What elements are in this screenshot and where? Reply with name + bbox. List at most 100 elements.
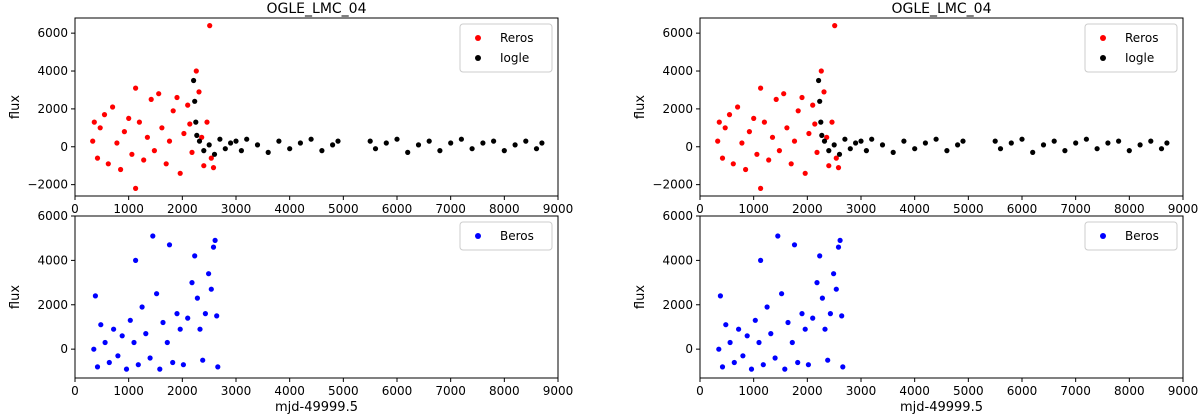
point-reros: [94, 155, 101, 161]
point-iogle: [194, 132, 200, 138]
point-reros: [207, 23, 213, 29]
point-beros: [727, 339, 733, 346]
point-beros: [174, 311, 180, 317]
point-beros: [106, 359, 112, 366]
point-reros: [156, 91, 162, 97]
x-tick-label: 5000: [328, 202, 359, 216]
point-iogle: [1040, 142, 1047, 148]
point-reros: [761, 119, 768, 125]
point-beros: [775, 233, 781, 239]
point-reros: [189, 149, 195, 155]
point-reros: [174, 94, 180, 101]
point-reros: [185, 102, 191, 108]
point-reros: [751, 115, 757, 121]
point-beros: [791, 242, 798, 248]
point-reros: [101, 112, 108, 118]
point-reros: [795, 108, 801, 114]
legend: Reros Iogle: [459, 23, 553, 73]
point-reros: [730, 161, 736, 167]
point-reros: [773, 96, 779, 102]
point-iogle: [233, 138, 239, 144]
x-tick-label: 0: [696, 202, 704, 216]
point-beros: [785, 319, 791, 326]
point-reros: [129, 151, 135, 157]
legend: Beros: [1084, 221, 1178, 251]
point-beros: [139, 304, 145, 310]
chart-title: OGLE_LMC_04: [267, 1, 367, 17]
point-iogle: [265, 149, 271, 155]
legend-marker-iogle: [475, 55, 481, 61]
point-beros: [799, 311, 805, 317]
point-beros: [214, 313, 220, 319]
legend-entry-iogle: Iogle: [500, 51, 529, 65]
x-tick-label: 7000: [435, 202, 466, 216]
legend-entry-beros: Beros: [500, 229, 534, 243]
point-beros: [772, 355, 778, 361]
x-tick-label: 9000: [1168, 202, 1199, 216]
point-reros: [110, 104, 116, 110]
legend-marker-iogle: [1100, 55, 1106, 61]
x-tick-label: 3000: [221, 384, 252, 398]
chart-title: OGLE_LMC_04: [892, 1, 992, 17]
x-tick-label: 6000: [1007, 384, 1038, 398]
point-reros: [136, 119, 142, 125]
point-beros: [835, 244, 842, 250]
y-tick-label: 4000: [662, 64, 693, 78]
point-iogle: [817, 98, 823, 104]
point-beros: [143, 331, 149, 337]
point-iogle: [217, 136, 223, 142]
point-iogle: [933, 136, 939, 142]
point-iogle: [831, 142, 837, 148]
point-iogle: [1008, 140, 1014, 146]
point-iogle: [480, 140, 486, 146]
point-reros: [121, 129, 127, 135]
x-tick-label: 0: [71, 384, 79, 398]
point-iogle: [863, 148, 870, 154]
x-tick-label: 2000: [792, 202, 823, 216]
point-iogle: [1116, 138, 1122, 144]
legend-marker-beros: [1100, 233, 1106, 239]
x-tick-label: 6000: [1007, 202, 1038, 216]
point-iogle: [383, 140, 389, 146]
legend-frame: [459, 23, 553, 73]
point-iogle: [1051, 138, 1057, 144]
point-reros: [181, 130, 187, 137]
x-tick-label: 1000: [113, 202, 144, 216]
point-reros: [166, 138, 173, 144]
point-beros: [150, 233, 156, 239]
point-beros: [194, 295, 200, 301]
point-iogle: [1105, 140, 1111, 146]
point-beros: [717, 293, 724, 299]
point-beros: [133, 257, 139, 263]
y-tick-label: 4000: [662, 253, 693, 267]
x-tick-label: 6000: [382, 384, 413, 398]
point-beros: [756, 339, 762, 346]
point-beros: [94, 364, 101, 370]
point-iogle: [997, 146, 1004, 152]
point-iogle: [912, 146, 918, 152]
point-iogle: [819, 132, 825, 138]
point-iogle: [1137, 142, 1143, 148]
point-reros: [799, 94, 805, 101]
panel-top-right: 0 1000 2000 3000 4000 5000 6000 7000 8000 9000 −20…: [633, 1, 1198, 233]
y-tick-label: 4000: [37, 253, 68, 267]
point-beros: [805, 362, 812, 368]
x-tick-label: 7000: [1060, 384, 1091, 398]
point-beros: [206, 271, 212, 277]
x-tick-label: 9000: [543, 202, 574, 216]
x-tick-label: 4000: [899, 202, 930, 216]
legend-marker-reros: [1100, 35, 1106, 41]
y-tick-label: 0: [685, 342, 693, 356]
x-tick-label: 9000: [543, 384, 574, 398]
point-reros: [163, 161, 169, 167]
point-beros: [111, 326, 117, 332]
x-tick-label: 0: [71, 202, 79, 216]
x-tick-label: 4000: [274, 384, 305, 398]
point-beros: [748, 366, 755, 372]
x-tick-label: 3000: [846, 202, 877, 216]
point-iogle: [308, 136, 314, 142]
point-reros: [97, 125, 103, 131]
point-reros: [824, 134, 830, 140]
point-iogle: [847, 146, 853, 152]
point-beros: [779, 291, 785, 297]
